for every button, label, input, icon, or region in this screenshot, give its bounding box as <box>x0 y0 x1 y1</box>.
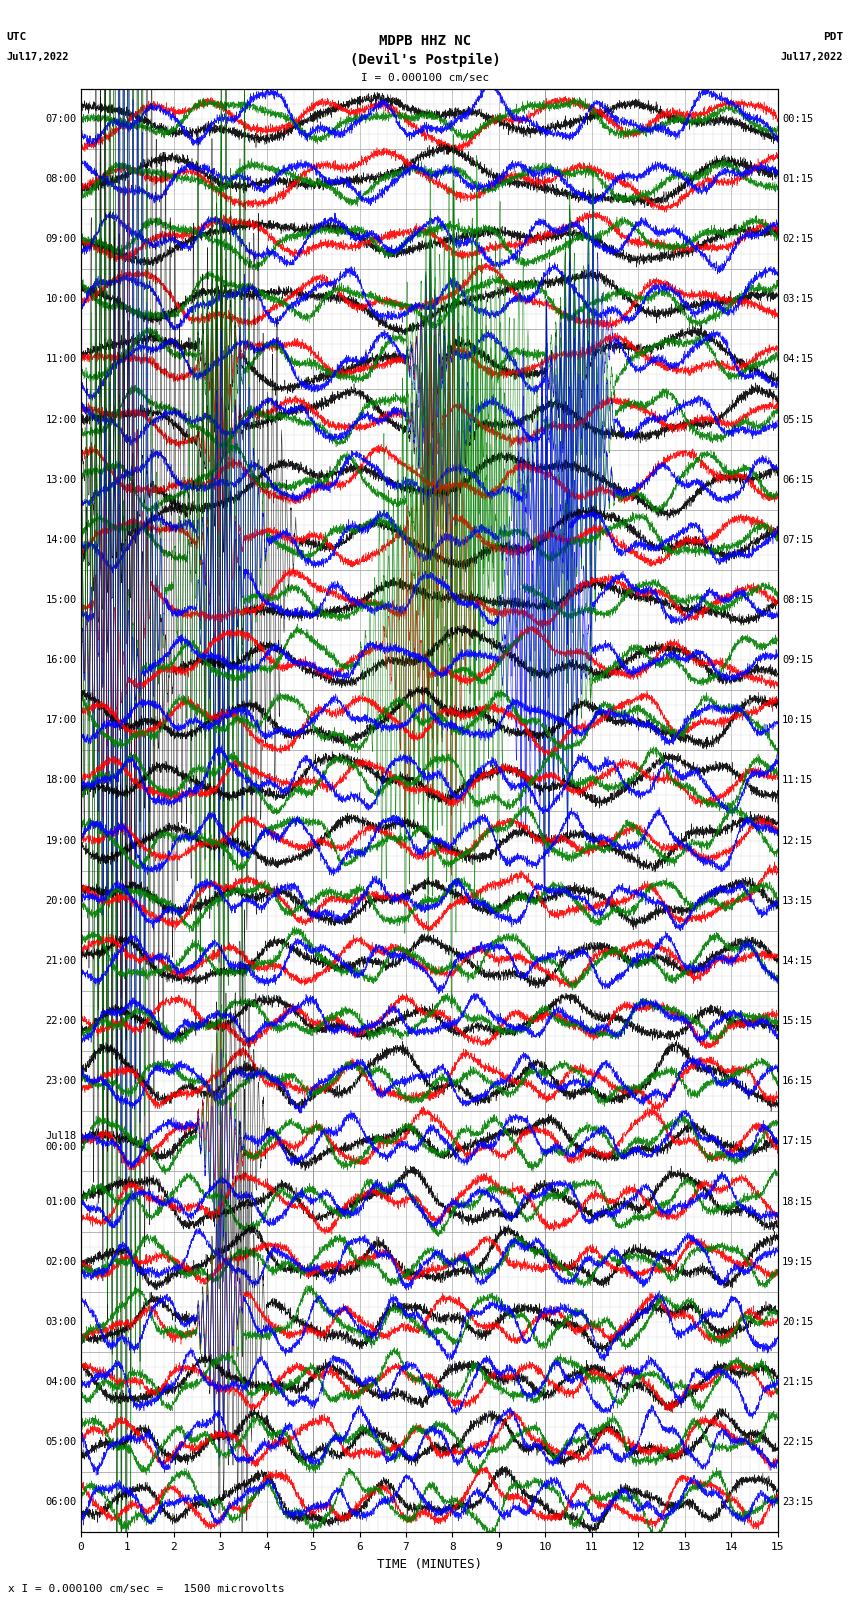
X-axis label: TIME (MINUTES): TIME (MINUTES) <box>377 1558 482 1571</box>
Text: (Devil's Postpile): (Devil's Postpile) <box>349 53 501 68</box>
Text: x I = 0.000100 cm/sec =   1500 microvolts: x I = 0.000100 cm/sec = 1500 microvolts <box>8 1584 286 1594</box>
Text: UTC: UTC <box>7 32 27 42</box>
Text: PDT: PDT <box>823 32 843 42</box>
Text: Jul17,2022: Jul17,2022 <box>780 52 843 61</box>
Text: MDPB HHZ NC: MDPB HHZ NC <box>379 34 471 48</box>
Text: I = 0.000100 cm/sec: I = 0.000100 cm/sec <box>361 73 489 82</box>
Text: Jul17,2022: Jul17,2022 <box>7 52 70 61</box>
